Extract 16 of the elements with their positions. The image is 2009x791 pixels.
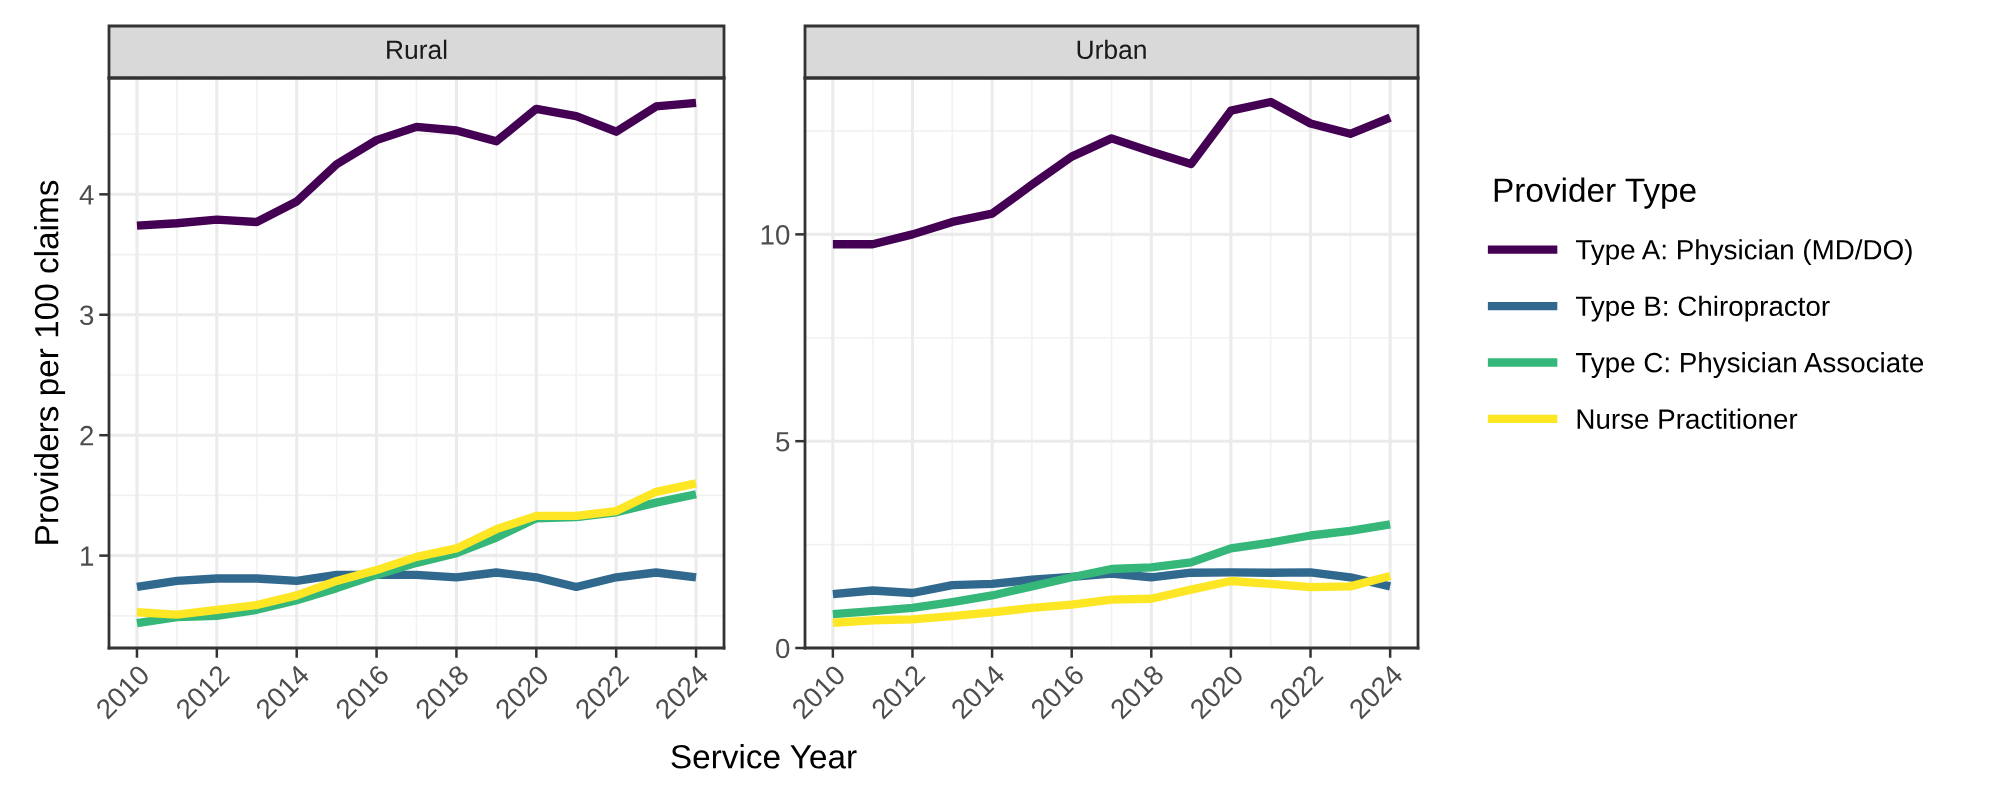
legend-label: Type C: Physician Associate <box>1576 352 1924 378</box>
y-tick-label: 1 <box>81 546 94 566</box>
y-tick-label: 10 <box>761 225 790 245</box>
chart-title: Urban <box>1077 39 1146 60</box>
legend-label: Type A: Physician (MD/DO) <box>1576 239 1912 266</box>
y-tick-label: 2 <box>80 425 94 446</box>
y-tick-label: 0 <box>776 638 790 659</box>
y-tick-label: 3 <box>80 305 94 326</box>
y-axis-title: Providers per 100 claims <box>34 180 66 544</box>
x-axis-title: Service Year <box>671 744 857 769</box>
y-tick-label: 5 <box>776 432 790 452</box>
chart-title: Rural <box>387 39 447 60</box>
legend-label: Nurse Practitioner <box>1577 408 1798 429</box>
legend-title: Provider Type <box>1494 177 1696 209</box>
legend-label: Type B: Chiropractor <box>1576 295 1830 322</box>
y-tick-label: 4 <box>79 185 94 205</box>
